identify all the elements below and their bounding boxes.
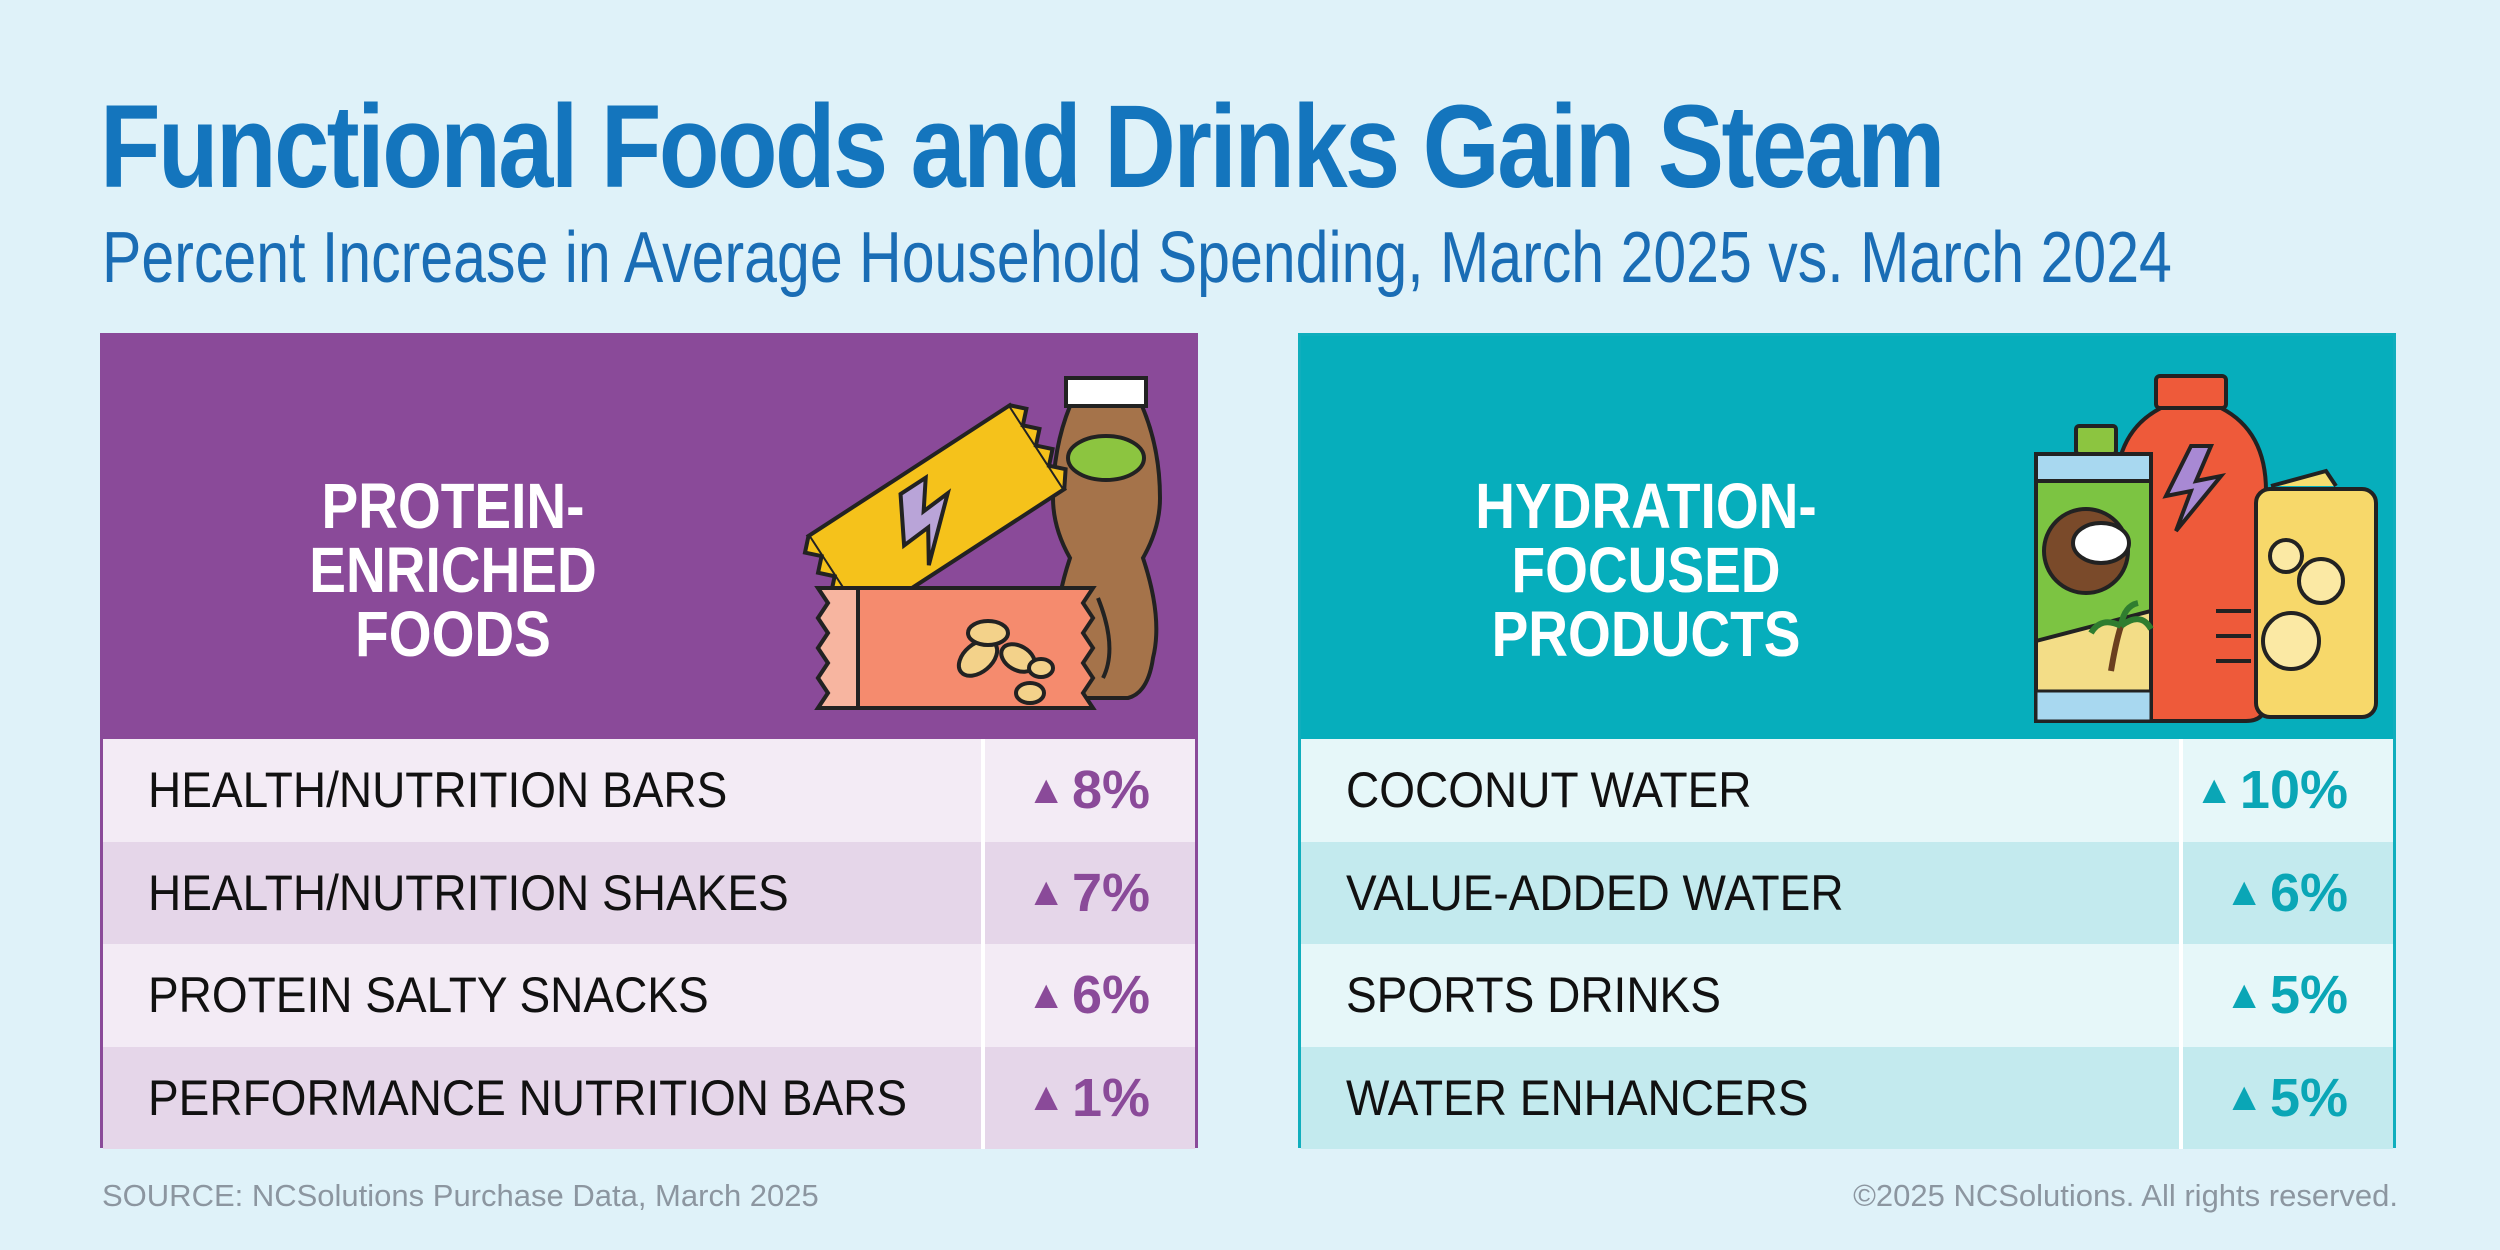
increase-triangle-icon: ▲ xyxy=(1026,767,1066,812)
increase-triangle-icon: ▲ xyxy=(2224,1075,2264,1120)
page-subtitle: Percent Increase in Average Household Sp… xyxy=(102,218,2172,298)
hydration-title-line1: HYDRATION-FOCUSED xyxy=(1475,470,1817,606)
column-divider xyxy=(981,1046,985,1149)
value-label: 7% xyxy=(1071,862,1150,923)
column-divider xyxy=(2179,841,2183,944)
row-value: ▲ 10% xyxy=(2194,739,2348,842)
row-value: ▲ 5% xyxy=(2224,944,2348,1047)
row-value: ▲ 6% xyxy=(2224,842,2348,945)
row-value: ▲ 7% xyxy=(1026,842,1150,945)
increase-triangle-icon: ▲ xyxy=(2224,972,2264,1017)
column-divider xyxy=(981,944,985,1047)
value-label: 10% xyxy=(2239,760,2348,821)
value-label: 1% xyxy=(1071,1067,1150,1128)
column-divider xyxy=(981,739,985,842)
hydration-panel-header: HYDRATION-FOCUSED PRODUCTS xyxy=(1301,336,2393,739)
table-row: COCONUT WATER ▲ 10% xyxy=(1301,739,2393,842)
protein-table: HEALTH/NUTRITION BARS ▲ 8% HEALTH/NUTRITI… xyxy=(103,739,1195,1149)
increase-triangle-icon: ▲ xyxy=(2194,767,2234,812)
protein-foods-illustration xyxy=(802,376,1163,710)
row-label: HEALTH/NUTRITION SHAKES xyxy=(148,864,789,921)
column-divider xyxy=(2179,1046,2183,1149)
protein-panel-header: PROTEIN-ENRICHED FOODS xyxy=(103,336,1195,739)
protein-title-line1: PROTEIN-ENRICHED xyxy=(309,470,597,606)
table-row: VALUE-ADDED WATER ▲ 6% xyxy=(1301,841,2393,945)
table-row: SPORTS DRINKS ▲ 5% xyxy=(1301,944,2393,1047)
row-label: WATER ENHANCERS xyxy=(1346,1069,1809,1126)
table-row: PERFORMANCE NUTRITION BARS ▲ 1% xyxy=(103,1046,1195,1150)
value-label: 8% xyxy=(1071,760,1150,821)
protein-panel-title: PROTEIN-ENRICHED FOODS xyxy=(178,474,728,666)
increase-triangle-icon: ▲ xyxy=(1026,972,1066,1017)
increase-triangle-icon: ▲ xyxy=(2224,870,2264,915)
hydration-focused-panel: HYDRATION-FOCUSED PRODUCTS xyxy=(1298,333,2396,1149)
page-title: Functional Foods and Drinks Gain Steam xyxy=(100,81,1945,213)
row-value: ▲ 5% xyxy=(2224,1047,2348,1150)
increase-triangle-icon: ▲ xyxy=(1026,870,1066,915)
hydration-title-line2: PRODUCTS xyxy=(1491,598,1801,670)
table-row: HEALTH/NUTRITION SHAKES ▲ 7% xyxy=(103,841,1195,945)
row-value: ▲ 8% xyxy=(1026,739,1150,842)
column-divider xyxy=(2179,739,2183,842)
hydration-products-illustration xyxy=(2034,374,2378,723)
table-row: PROTEIN SALTY SNACKS ▲ 6% xyxy=(103,944,1195,1047)
source-note: SOURCE: NCSolutions Purchase Data, March… xyxy=(102,1178,819,1213)
coconut-water-carton-icon xyxy=(2034,424,2154,723)
hydration-panel-title: HYDRATION-FOCUSED PRODUCTS xyxy=(1371,474,1921,666)
row-label: COCONUT WATER xyxy=(1346,762,1752,819)
value-label: 6% xyxy=(2269,862,2348,923)
increase-triangle-icon: ▲ xyxy=(1026,1075,1066,1120)
snack-bag-icon xyxy=(814,586,1097,710)
row-value: ▲ 1% xyxy=(1026,1047,1150,1150)
protein-title-line2: FOODS xyxy=(355,598,551,670)
soda-can-icon xyxy=(2254,468,2378,719)
hydration-table: COCONUT WATER ▲ 10% VALUE-ADDED WATER ▲ 6%… xyxy=(1301,739,2393,1149)
row-label: PERFORMANCE NUTRITION BARS xyxy=(148,1069,908,1126)
value-label: 5% xyxy=(2269,965,2348,1026)
copyright-note: ©2025 NCSolutions. All rights reserved. xyxy=(1853,1178,2398,1213)
row-label: PROTEIN SALTY SNACKS xyxy=(148,967,709,1024)
row-value: ▲ 6% xyxy=(1026,944,1150,1047)
table-row: HEALTH/NUTRITION BARS ▲ 8% xyxy=(103,739,1195,842)
row-label: HEALTH/NUTRITION BARS xyxy=(148,762,728,819)
value-label: 6% xyxy=(1071,965,1150,1026)
protein-enriched-panel: PROTEIN-ENRICHED FOODS xyxy=(100,333,1198,1149)
row-label: SPORTS DRINKS xyxy=(1346,967,1721,1024)
value-label: 5% xyxy=(2269,1067,2348,1128)
column-divider xyxy=(2179,944,2183,1047)
column-divider xyxy=(981,841,985,944)
row-label: VALUE-ADDED WATER xyxy=(1346,864,1844,921)
table-row: WATER ENHANCERS ▲ 5% xyxy=(1301,1046,2393,1150)
sports-drink-bottle-icon xyxy=(2114,374,2268,723)
